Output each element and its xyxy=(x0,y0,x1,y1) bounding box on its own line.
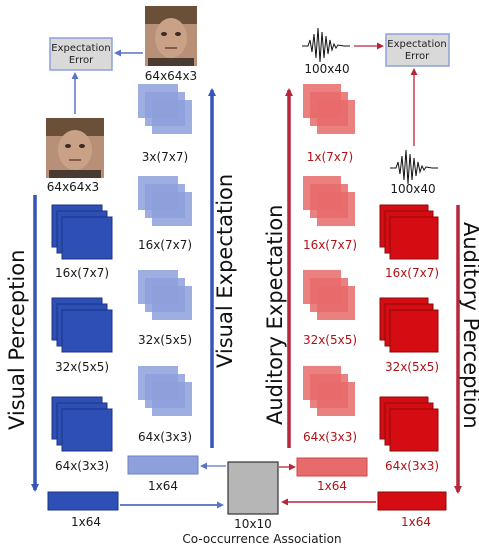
auditory-expectation-layer-4 xyxy=(303,366,355,416)
visual-perception-layer-2 xyxy=(51,297,113,353)
auditory-input-waveform xyxy=(390,149,438,185)
auditory-output-waveform xyxy=(302,27,350,63)
auditory-expectation-layer-1-label: 1x(7x7) xyxy=(307,150,353,164)
auditory-expectation-layer-4-label: 64x(3x3) xyxy=(303,430,357,444)
auditory-expectation-layer-1 xyxy=(303,84,355,134)
auditory-expectation-title: Auditory Expectation xyxy=(263,205,287,425)
visual-expectation-error-box xyxy=(49,37,113,71)
auditory-expectation-layer-2-label: 16x(7x7) xyxy=(303,238,357,252)
auditory-perception-layer-2 xyxy=(379,297,439,353)
auditory-perception-vector xyxy=(377,491,447,511)
visual-perception-layer-1-label: 16x(7x7) xyxy=(55,266,109,280)
auditory-perception-layer-3-label: 64x(3x3) xyxy=(385,459,439,473)
auditory-output-size-label: 100x40 xyxy=(304,62,349,76)
association-title: Co-occurrence Association xyxy=(182,532,341,546)
visual-expectation-layer-3 xyxy=(138,270,192,320)
visual-expectation-layer-2-label: 16x(7x7) xyxy=(138,238,192,252)
visual-expectation-layer-4 xyxy=(138,366,192,416)
visual-input-face-image xyxy=(46,118,104,178)
visual-perception-layer-2-label: 32x(5x5) xyxy=(55,360,109,374)
association-size-label: 10x10 xyxy=(234,517,272,531)
visual-perception-vector-label: 1x64 xyxy=(71,515,101,529)
visual-perception-layer-3 xyxy=(51,396,113,452)
visual-perception-layer-3-label: 64x(3x3) xyxy=(55,459,109,473)
visual-expectation-layer-1-label: 3x(7x7) xyxy=(142,150,188,164)
visual-output-size-label: 64x64x3 xyxy=(145,69,197,83)
visual-expectation-vector xyxy=(127,455,199,475)
visual-expectation-title: Visual Expectation xyxy=(213,174,237,368)
auditory-expectation-error-box xyxy=(385,33,450,67)
visual-input-size-label: 64x64x3 xyxy=(47,180,99,194)
visual-expectation-layer-2 xyxy=(138,176,192,226)
auditory-perception-title: Auditory Perception xyxy=(459,222,479,429)
visual-expectation-vector-label: 1x64 xyxy=(148,479,178,493)
visual-expectation-layer-4-label: 64x(3x3) xyxy=(138,430,192,444)
auditory-perception-vector-label: 1x64 xyxy=(401,515,431,529)
visual-expectation-error-label: Expectation Error xyxy=(51,43,110,66)
visual-perception-title: Visual Perception xyxy=(5,250,29,430)
visual-expectation-layer-3-label: 32x(5x5) xyxy=(138,333,192,347)
auditory-expectation-vector xyxy=(296,457,368,477)
co-occurrence-association-matrix xyxy=(227,461,279,515)
auditory-expectation-layer-2 xyxy=(303,176,355,226)
auditory-expectation-error-label: Expectation Error xyxy=(387,39,446,62)
auditory-perception-layer-2-label: 32x(5x5) xyxy=(385,360,439,374)
auditory-perception-layer-1-label: 16x(7x7) xyxy=(385,266,439,280)
auditory-perception-layer-1 xyxy=(379,204,439,260)
visual-expectation-layer-1 xyxy=(138,84,192,134)
auditory-expectation-layer-3-label: 32x(5x5) xyxy=(303,333,357,347)
visual-perception-vector xyxy=(47,491,119,511)
visual-output-face-image xyxy=(145,6,197,66)
auditory-input-size-label: 100x40 xyxy=(390,182,435,196)
auditory-perception-layer-3 xyxy=(379,396,439,452)
auditory-expectation-vector-label: 1x64 xyxy=(317,479,347,493)
visual-perception-layer-1 xyxy=(51,204,113,260)
auditory-expectation-layer-3 xyxy=(303,270,355,320)
